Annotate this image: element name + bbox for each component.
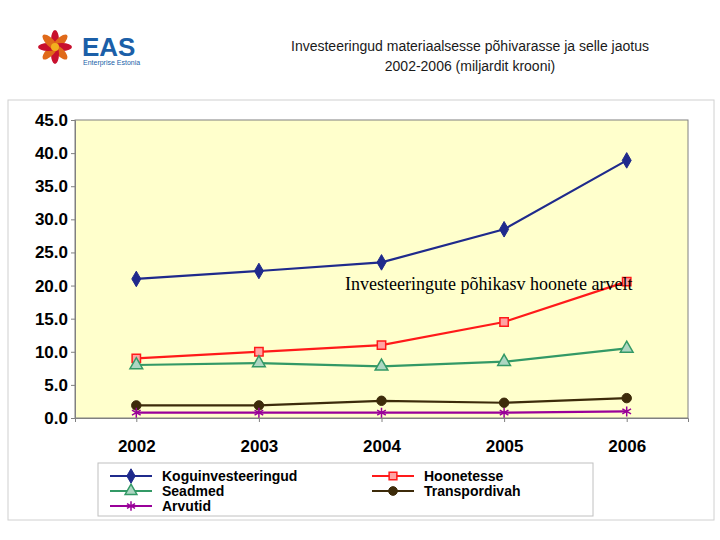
annotation: Investeeringute põhikasv hoonete arvelt xyxy=(345,274,632,294)
plot-area xyxy=(75,120,688,418)
x-tick: 2005 xyxy=(486,418,524,456)
series-marker xyxy=(377,255,386,271)
series-marker xyxy=(253,356,266,367)
y-tick-label: 35.0 xyxy=(35,177,68,196)
x-tick-mark xyxy=(136,418,137,422)
legend-marker xyxy=(389,472,397,480)
series-marker xyxy=(500,318,508,326)
legend-label: Koguinvesteeringud xyxy=(162,468,297,484)
series-marker xyxy=(375,359,388,370)
logo-tagline: Enterprise Estonia xyxy=(83,59,140,67)
y-tick: 5.0 xyxy=(44,376,75,395)
y-tick: 0.0 xyxy=(44,409,75,428)
y-tick-label: 5.0 xyxy=(44,376,68,395)
x-tick-label: 2002 xyxy=(118,437,156,456)
series-marker xyxy=(620,341,633,352)
series-marker xyxy=(622,393,631,402)
legend-marker xyxy=(127,501,135,510)
y-tick-label: 45.0 xyxy=(35,111,68,130)
series-marker xyxy=(500,408,509,418)
series-marker xyxy=(377,396,386,405)
x-tick-mark xyxy=(504,418,505,422)
legend-marker xyxy=(389,487,398,496)
y-tick-label: 15.0 xyxy=(35,310,68,329)
legend-label: Transpordivah xyxy=(424,483,520,499)
y-axis-line xyxy=(71,121,76,419)
legend-entry: Hoonetesse xyxy=(372,468,504,484)
y-tick-mark xyxy=(71,219,75,220)
slide: EASEnterprise Estonia Investeeringud mate… xyxy=(0,0,720,540)
legend-label: Seadmed xyxy=(162,483,224,499)
x-tick-mark xyxy=(627,418,628,422)
y-tick-label: 20.0 xyxy=(35,276,68,295)
y-tick-label: 30.0 xyxy=(35,210,68,229)
x-tick-mark xyxy=(259,418,260,422)
y-tick-label: 0.0 xyxy=(44,409,68,428)
y-tick: 20.0 xyxy=(35,276,75,295)
y-tick-mark xyxy=(71,385,75,386)
logo: EASEnterprise Estonia xyxy=(38,30,140,67)
y-tick: 15.0 xyxy=(35,310,75,329)
x-tick: 2006 xyxy=(608,418,646,456)
x-tick: 2004 xyxy=(363,418,401,456)
legend-entry: Arvutid xyxy=(110,498,211,514)
y-tick: 45.0 xyxy=(35,111,75,130)
series-marker xyxy=(499,398,508,407)
series-marker xyxy=(500,221,509,237)
y-tick-mark xyxy=(71,418,75,419)
y-tick-label: 10.0 xyxy=(35,343,68,362)
logo-center xyxy=(51,43,59,51)
series-marker xyxy=(132,408,141,418)
legend-marker xyxy=(125,484,137,494)
title: Investeeringud materiaalsesse põhivarass… xyxy=(291,38,649,74)
series-marker xyxy=(498,354,511,365)
legend-entry: Koguinvesteeringud xyxy=(110,468,297,484)
y-tick-mark xyxy=(71,319,75,320)
x-tick: 2002 xyxy=(118,418,156,456)
y-tick: 30.0 xyxy=(35,210,75,229)
y-tick: 35.0 xyxy=(35,177,75,196)
legend-entry: Seadmed xyxy=(110,483,224,499)
x-axis: 2002 2003 2004 2005 2006 xyxy=(76,418,689,456)
series-marker xyxy=(377,341,385,349)
series-line xyxy=(136,160,626,279)
series-layer xyxy=(130,153,633,418)
x-tick-label: 2006 xyxy=(608,437,646,456)
x-tick-label: 2003 xyxy=(240,437,278,456)
y-tick: 40.0 xyxy=(35,144,75,163)
logo-petal xyxy=(40,32,60,52)
x-tick: 2003 xyxy=(240,418,278,456)
series-marker xyxy=(622,406,631,416)
legend-label: Hoonetesse xyxy=(424,468,504,484)
series-marker xyxy=(377,408,386,418)
x-tick-label: 2005 xyxy=(486,437,524,456)
series-marker xyxy=(130,358,143,369)
y-tick: 25.0 xyxy=(35,243,75,262)
series-marker xyxy=(622,153,631,169)
legend-box xyxy=(98,463,593,516)
series-marker xyxy=(254,263,263,279)
y-tick-mark xyxy=(71,120,75,121)
x-tick-label: 2004 xyxy=(363,437,401,456)
y-tick-mark xyxy=(71,153,75,154)
y-tick-mark xyxy=(71,186,75,187)
legend-label: Arvutid xyxy=(162,498,211,514)
legend-entry: Transpordivah xyxy=(372,483,520,499)
series-marker xyxy=(132,271,141,287)
y-tick-mark xyxy=(71,286,75,287)
x-axis-line xyxy=(76,419,689,423)
legend: Koguinvesteeringud Hoonetesse Seadmed Trans… xyxy=(98,463,593,516)
logo-name: EAS xyxy=(82,32,135,62)
y-tick-label: 25.0 xyxy=(35,243,68,262)
y-axis: 0.0 5.0 10.0 15.0 20.0 25.0 30.0 35.0 40.0 45.0 xyxy=(35,111,76,428)
chart-area xyxy=(8,100,714,520)
legend-marker xyxy=(127,469,135,483)
x-tick-mark xyxy=(382,418,383,422)
y-tick: 10.0 xyxy=(35,343,75,362)
y-tick-mark xyxy=(71,252,75,253)
y-tick-mark xyxy=(71,352,75,353)
series-marker xyxy=(255,408,264,418)
y-tick-label: 40.0 xyxy=(35,144,68,163)
